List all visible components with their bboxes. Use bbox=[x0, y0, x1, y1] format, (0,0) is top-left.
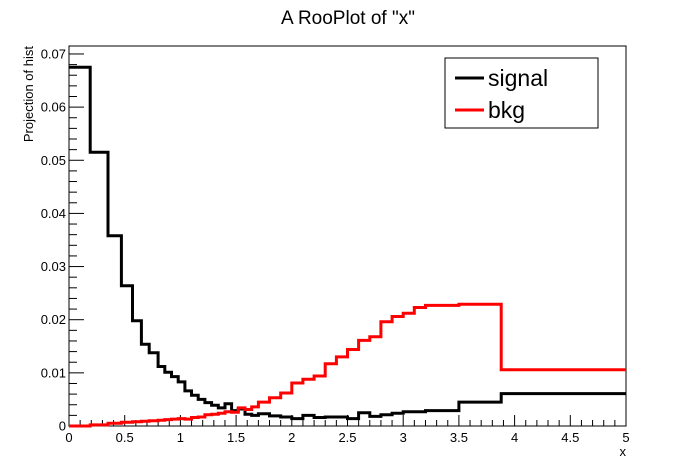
y-axis-label: Projection of hist bbox=[21, 46, 36, 142]
y-tick-label: 0.05 bbox=[41, 153, 66, 168]
x-tick-label: 3 bbox=[400, 430, 407, 445]
legend: signal bkg bbox=[444, 57, 599, 129]
x-tick-label: 4 bbox=[511, 430, 518, 445]
x-tick-label: 1 bbox=[177, 430, 184, 445]
y-tick-label: 0.02 bbox=[41, 312, 66, 327]
series-layer bbox=[69, 65, 626, 428]
x-tick-label: 1.5 bbox=[227, 430, 245, 445]
x-axis: 0 0.5 1 1.5 2 2.5 3 3.5 4 4.5 5 bbox=[65, 415, 630, 445]
y-tick-label: 0.01 bbox=[41, 365, 66, 380]
y-tick-label: 0.06 bbox=[41, 100, 66, 115]
y-tick-label: 0.07 bbox=[41, 46, 66, 61]
x-tick-label: 0.5 bbox=[116, 430, 134, 445]
legend-box bbox=[444, 57, 599, 129]
x-tick-label: 3.5 bbox=[450, 430, 468, 445]
x-tick-label: 4.5 bbox=[561, 430, 579, 445]
y-axis: 0 0.01 0.02 0.03 0.04 0.05 0.06 0.07 bbox=[41, 46, 84, 434]
x-tick-label: 2 bbox=[288, 430, 295, 445]
chart-title: A RooPlot of "x" bbox=[281, 8, 415, 29]
y-tick-label: 0.03 bbox=[41, 259, 66, 274]
legend-label-signal: signal bbox=[488, 65, 548, 91]
legend-label-bkg: bkg bbox=[488, 97, 525, 123]
series-line-bkg bbox=[69, 302, 626, 428]
y-tick-label: 0 bbox=[59, 419, 66, 434]
x-tick-label: 2.5 bbox=[338, 430, 356, 445]
y-tick-label: 0.04 bbox=[41, 206, 66, 221]
x-tick-label: 5 bbox=[622, 430, 629, 445]
x-tick-label: 0 bbox=[65, 430, 72, 445]
x-axis-label: x bbox=[620, 444, 627, 459]
